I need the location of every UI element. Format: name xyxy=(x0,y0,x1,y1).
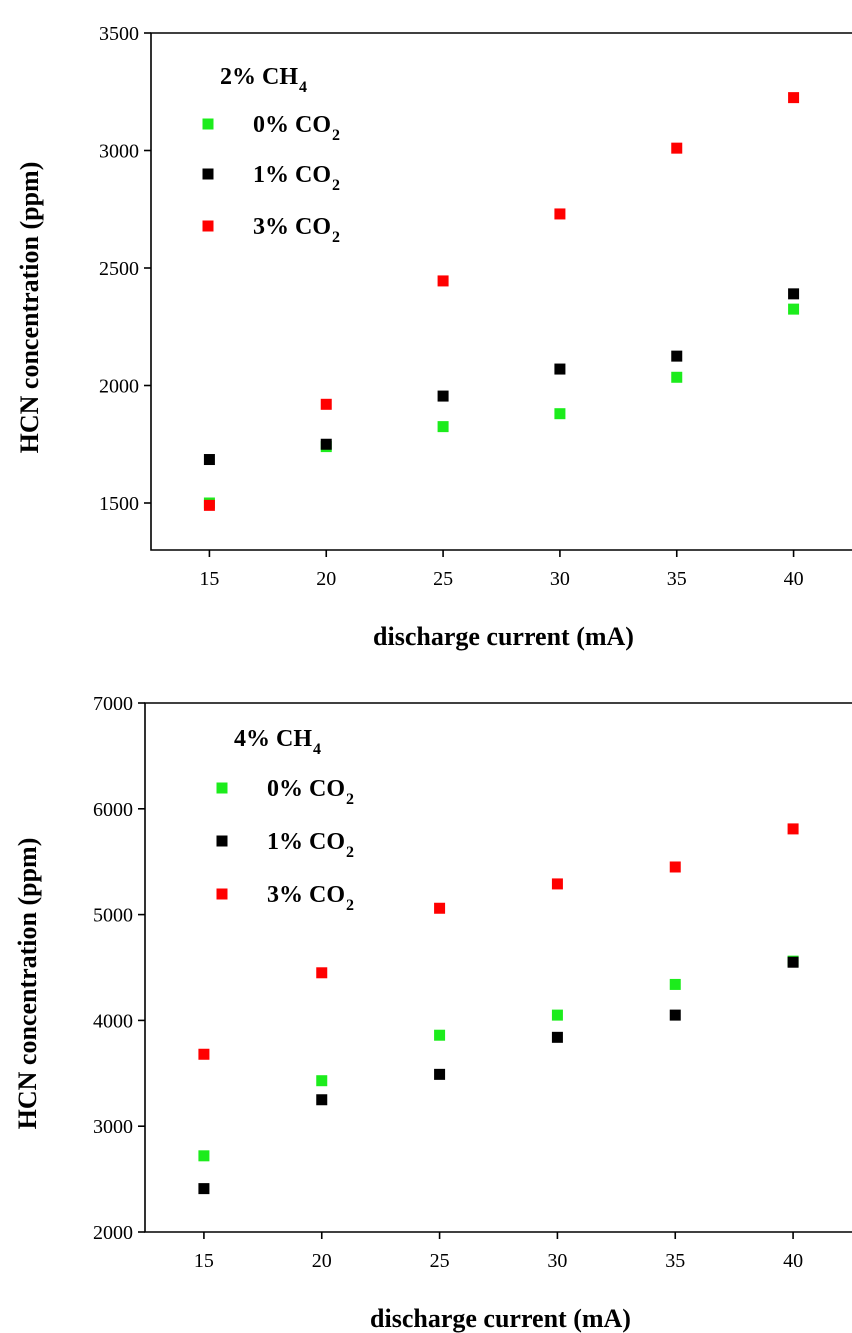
y-tick-label: 3000 xyxy=(99,141,139,163)
legend-entry-subscript: 2 xyxy=(332,177,340,194)
data-point xyxy=(671,350,683,362)
data-point xyxy=(787,823,799,835)
y-tick-label: 3000 xyxy=(93,1116,133,1138)
x-tick-label: 30 xyxy=(550,568,570,590)
legend-entry-subscript: 2 xyxy=(332,127,340,144)
data-point xyxy=(198,1048,210,1060)
y-tick-label: 2500 xyxy=(99,258,139,280)
data-point xyxy=(554,208,566,220)
plot-frame xyxy=(144,702,852,1233)
data-point xyxy=(671,142,683,154)
legend-marker xyxy=(202,168,214,180)
y-tick-label: 2000 xyxy=(99,376,139,398)
legend-title-subscript: 4 xyxy=(313,741,321,758)
plot-frame xyxy=(150,32,852,551)
legend-entry-subscript: 2 xyxy=(332,229,340,246)
y-tick-label: 1500 xyxy=(99,493,139,515)
legend-entry-subscript: 2 xyxy=(346,897,354,914)
data-point xyxy=(669,861,681,873)
legend-title: 4% CH xyxy=(234,726,312,752)
data-point xyxy=(551,1009,563,1021)
x-tick-label: 25 xyxy=(430,1250,450,1272)
x-tick-label: 40 xyxy=(783,1250,803,1272)
data-point xyxy=(788,303,800,315)
data-point xyxy=(320,398,332,410)
legend: 4% CH 40% CO 21% CO 23% CO 2 xyxy=(216,726,354,914)
data-point xyxy=(203,499,215,511)
x-tick-label: 40 xyxy=(784,568,804,590)
data-point xyxy=(434,1029,446,1041)
y-tick-label: 2000 xyxy=(93,1222,133,1244)
x-tick-label: 25 xyxy=(433,568,453,590)
legend-title-subscript: 4 xyxy=(299,79,307,96)
data-point xyxy=(669,978,681,990)
y-tick-label: 3500 xyxy=(99,23,139,45)
legend-entry-label: 0% CO xyxy=(253,112,331,138)
legend-entry-label: 1% CO xyxy=(267,829,345,855)
y-tick-label: 4000 xyxy=(93,1010,133,1032)
data-point xyxy=(671,371,683,383)
data-point xyxy=(320,438,332,450)
legend-marker xyxy=(216,888,228,900)
data-point xyxy=(788,288,800,300)
legend-marker xyxy=(216,835,228,847)
data-point xyxy=(788,92,800,104)
x-tick-label: 20 xyxy=(312,1250,332,1272)
data-point xyxy=(434,902,446,914)
data-point xyxy=(316,1075,328,1087)
data-point xyxy=(198,1150,210,1162)
y-tick-label: 6000 xyxy=(93,799,133,821)
x-tick-label: 15 xyxy=(199,568,219,590)
x-tick-label: 20 xyxy=(316,568,336,590)
chart-panel-2: 2000 3000 4000 5000 6000 7000 15 20 25 30 35 40 disc… xyxy=(13,693,852,1333)
data-point xyxy=(203,454,215,466)
data-point xyxy=(554,408,566,420)
legend-entry-subscript: 2 xyxy=(346,791,354,808)
legend: 2% CH 40% CO 21% CO 23% CO 2 xyxy=(202,64,340,246)
legend-entry-subscript: 2 xyxy=(346,844,354,861)
data-point xyxy=(198,1183,210,1195)
legend-entry-label: 1% CO xyxy=(253,162,331,188)
data-point xyxy=(437,275,449,287)
data-point xyxy=(669,1009,681,1021)
data-point xyxy=(551,1031,563,1043)
x-tick-label: 35 xyxy=(665,1250,685,1272)
data-point xyxy=(437,390,449,402)
y-tick-label: 5000 xyxy=(93,905,133,927)
x-tick-label: 15 xyxy=(194,1250,214,1272)
data-point xyxy=(316,967,328,979)
data-point xyxy=(787,956,799,968)
x-axis-title: discharge current (mA) xyxy=(373,622,634,651)
y-tick-label: 7000 xyxy=(93,693,133,715)
legend-entry-label: 3% CO xyxy=(253,214,331,240)
data-point xyxy=(554,363,566,375)
data-point xyxy=(316,1094,328,1106)
legend-marker xyxy=(202,220,214,232)
x-axis-title: discharge current (mA) xyxy=(370,1304,631,1333)
chart-panel-1: 1500 2000 2500 3000 3500 15 20 25 30 35 40 discharg… xyxy=(15,23,852,651)
y-axis-title: HCN concentration (ppm) xyxy=(13,838,42,1130)
data-point xyxy=(437,421,449,433)
legend-entry-label: 0% CO xyxy=(267,776,345,802)
legend-entry-label: 3% CO xyxy=(267,882,345,908)
data-point xyxy=(434,1068,446,1080)
legend-title: 2% CH xyxy=(220,64,298,90)
x-tick-label: 30 xyxy=(547,1250,567,1272)
data-point xyxy=(551,878,563,890)
legend-marker xyxy=(216,782,228,794)
legend-marker xyxy=(202,118,214,130)
x-tick-label: 35 xyxy=(667,568,687,590)
y-axis-title: HCN concentration (ppm) xyxy=(15,162,44,454)
